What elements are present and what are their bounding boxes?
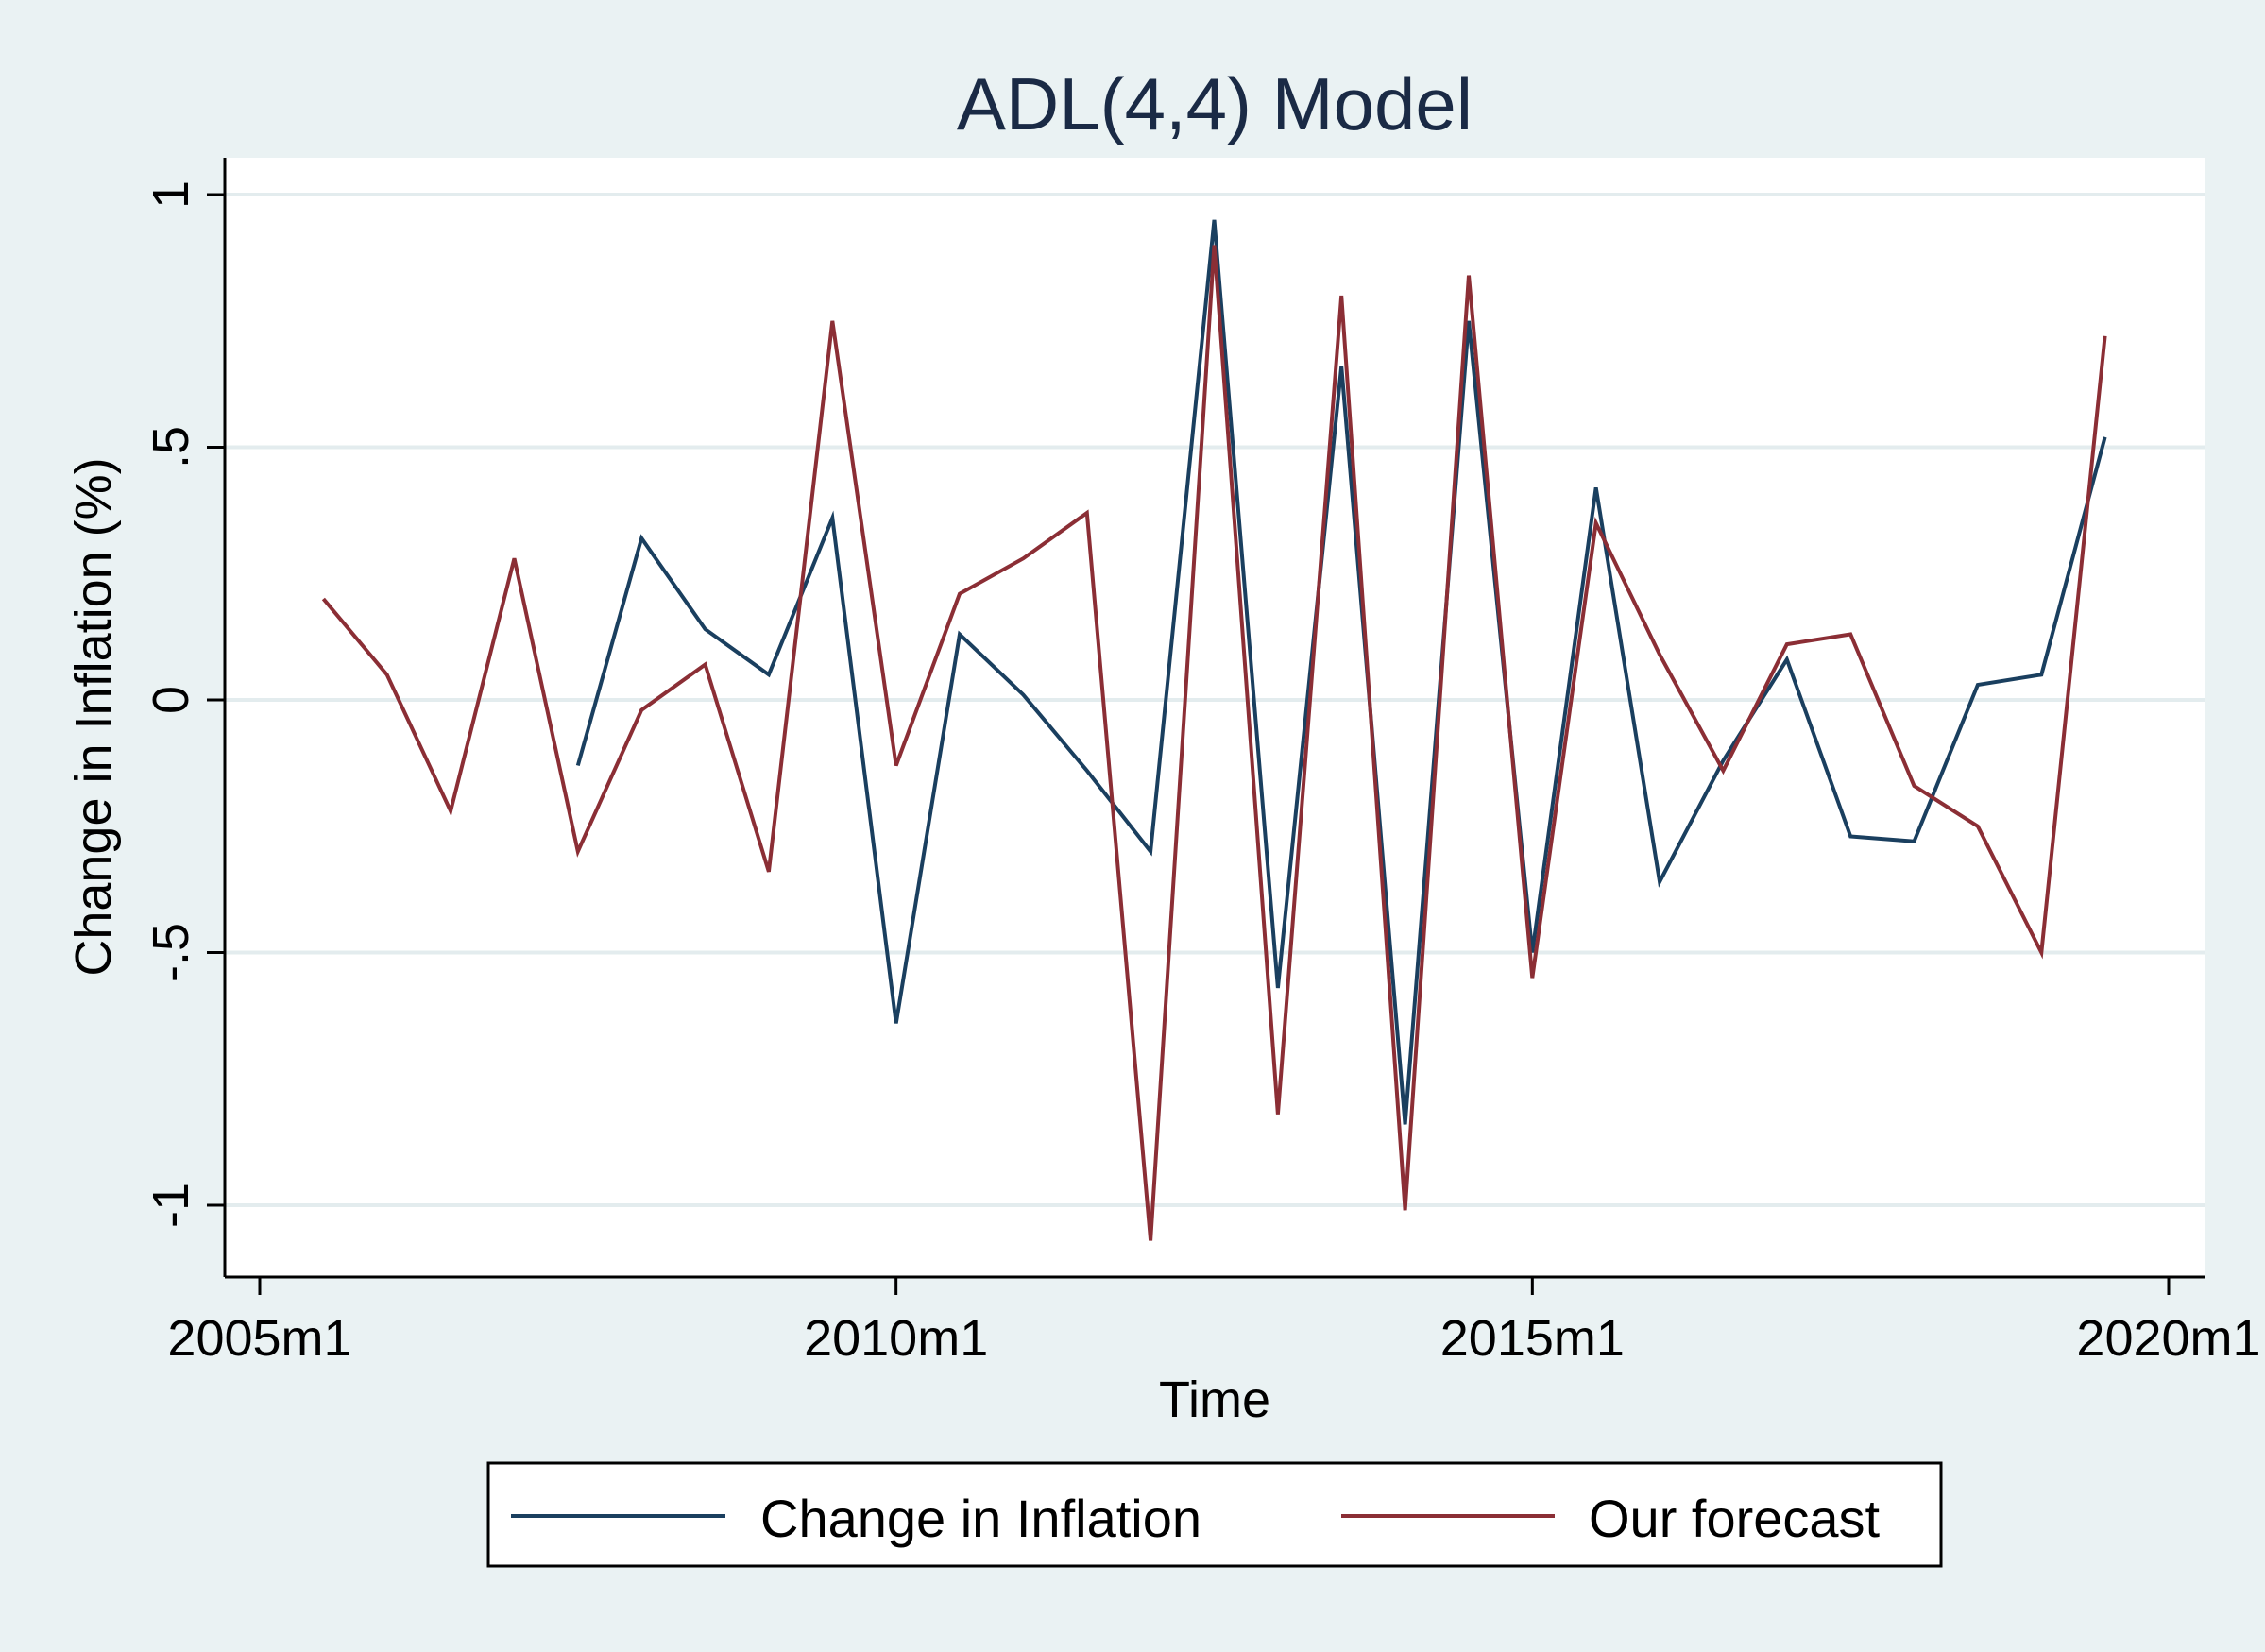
series-line-change-in-inflation [575,219,2107,1125]
x-ticks: 2005m1 2010m1 2015m1 2020m1 [167,1277,2261,1367]
y-tick-label: -1 [143,1183,199,1228]
legend-label-change-in-inflation: Change in Inflation [760,1489,1201,1548]
x-tick-label: 2005m1 [167,1310,351,1367]
plot-area [225,158,2205,1277]
chart-title: ADL(4,4) Model [957,62,1473,145]
legend-label-our-forecast: Our forecast [1589,1489,1881,1548]
x-tick-label: 2010m1 [804,1310,988,1367]
y-tick-label: .5 [143,426,199,468]
y-axis-label: Change in Inflation (%) [65,457,122,976]
x-tick-label: 2020m1 [2076,1310,2260,1367]
x-axis-label: Time [1159,1371,1270,1428]
gridlines [225,193,2205,1207]
legend: Change in Inflation Our forecast [486,1461,1943,1568]
x-tick-label: 2015m1 [1440,1310,1625,1367]
series-lines [321,219,2107,1241]
legend-box [486,1461,1943,1568]
series-line-our-forecast [321,245,2107,1241]
y-tick-label: -.5 [143,923,199,982]
y-ticks: -1 -.5 0 .5 1 [143,180,225,1228]
y-tick-label: 0 [143,686,199,714]
y-tick-label: 1 [143,180,199,209]
